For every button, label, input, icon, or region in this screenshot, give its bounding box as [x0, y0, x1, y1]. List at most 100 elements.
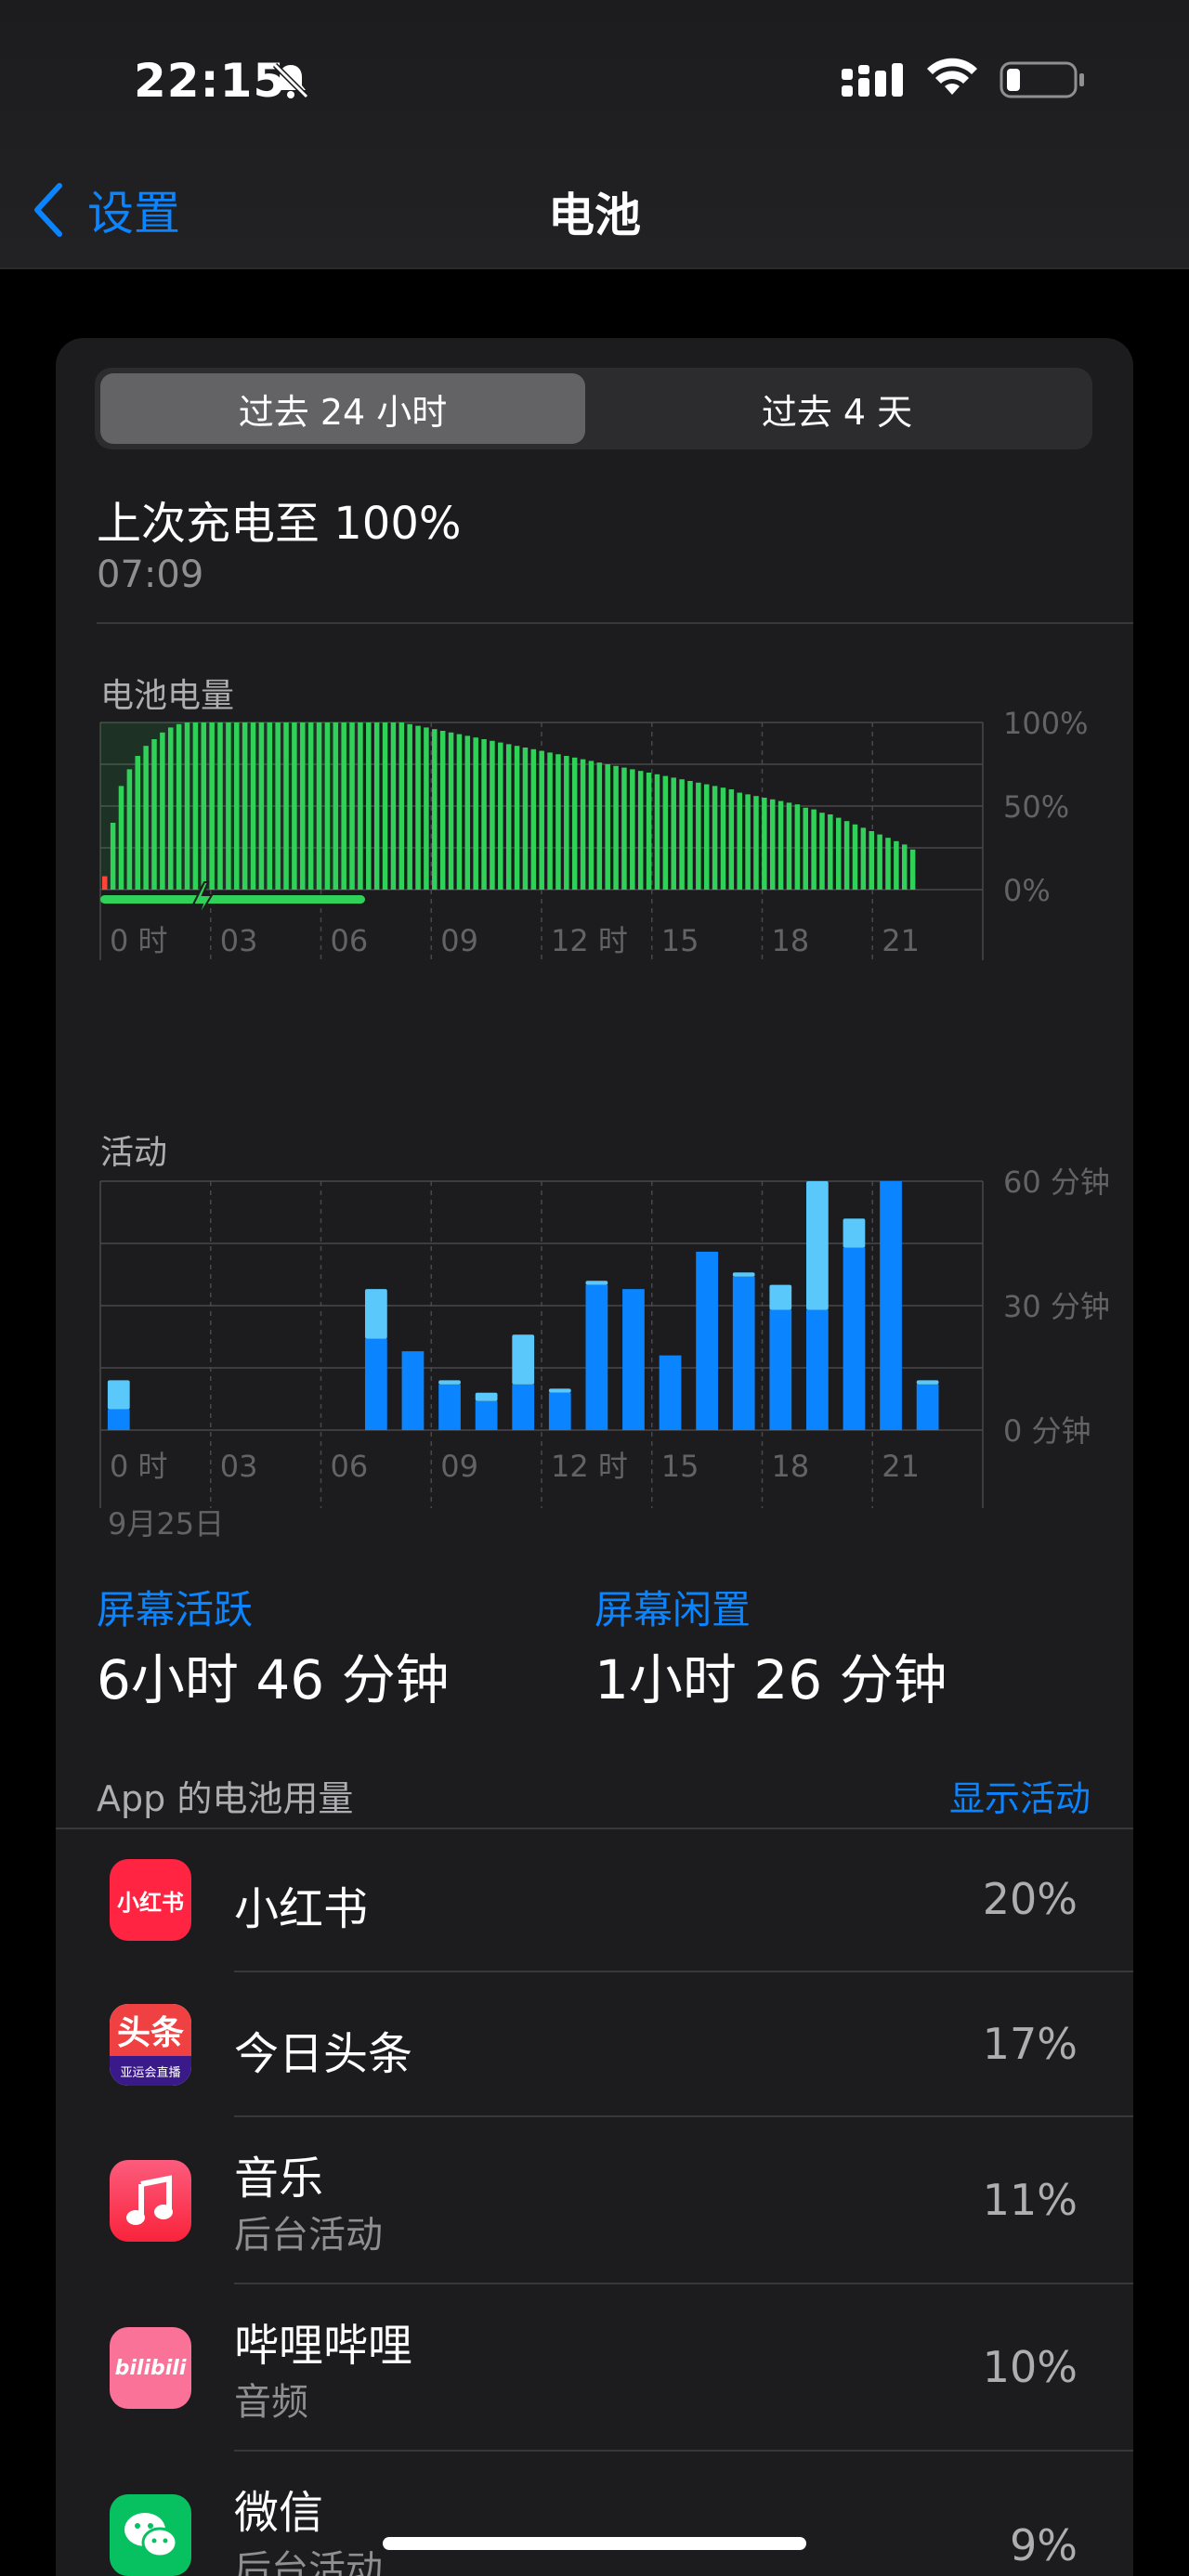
divider [234, 2283, 1133, 2284]
battery-bar [637, 771, 644, 890]
battery-bar [505, 744, 512, 890]
activity-bar-active [806, 1309, 829, 1430]
activity-bar-idle [806, 1181, 829, 1310]
activity-bar-idle [548, 1388, 571, 1393]
y-tick-label: 60 分钟 [1003, 1164, 1110, 1200]
battery-bar [728, 789, 735, 890]
battery-bar [769, 799, 776, 890]
battery-bar [234, 722, 240, 890]
home-indicator[interactable] [383, 2537, 806, 2550]
battery-bar [341, 722, 346, 890]
y-tick-label: 50% [1003, 789, 1069, 825]
battery-bar [209, 722, 215, 890]
battery-bar [621, 767, 627, 890]
activity-bar-active [365, 1338, 387, 1430]
battery-bar [168, 727, 174, 890]
battery-bar [464, 735, 471, 890]
battery-bar [777, 800, 784, 890]
xiaohongshu-icon: 小红书 [110, 1859, 191, 1941]
battery-bar [762, 798, 767, 890]
battery-bar [176, 723, 182, 890]
x-tick-label: 0 时 [110, 1449, 168, 1484]
page-title: 电池 [548, 189, 641, 242]
music-note-icon [126, 2175, 173, 2225]
screen-idle-title: 屏幕闲置 [594, 1587, 751, 1633]
activity-bar-active [732, 1276, 755, 1430]
battery-bar [811, 809, 817, 890]
battery-bar [547, 752, 553, 890]
battery-bar [564, 756, 569, 890]
activity-bar-active [622, 1289, 645, 1430]
battery-bar [828, 814, 833, 890]
activity-bar-active [880, 1181, 902, 1430]
battery-bar [869, 831, 874, 890]
last-charged-label: 上次充电至 100% [97, 498, 462, 550]
battery-bar [819, 813, 825, 890]
app-name: 今日头条 [234, 2028, 413, 2080]
battery-card: 过去 24 小时 过去 4 天 上次充电至 100% 07:09 电池电量 0 … [56, 338, 1133, 2576]
battery-bar [877, 834, 882, 890]
activity-label: 活动 [100, 1134, 168, 1172]
app-row-xiaohongshu[interactable]: 小红书 小红书 20% [56, 1828, 1133, 1972]
battery-bar [300, 722, 306, 890]
y-tick-label: 30 分钟 [1003, 1289, 1110, 1324]
battery-bar [696, 782, 701, 890]
activity-bar-idle [475, 1392, 498, 1401]
battery-bar [292, 722, 297, 890]
battery-bar [490, 740, 495, 890]
divider [56, 1828, 1133, 1829]
battery-bar [226, 722, 231, 890]
battery-bar [349, 722, 355, 890]
battery-bar [390, 722, 397, 890]
battery-bar [424, 727, 429, 890]
activity-bar-active [696, 1251, 718, 1430]
app-percent: 10% [982, 2342, 1078, 2392]
battery-bar [514, 746, 520, 890]
battery-bar [852, 824, 858, 890]
segment-last-4-days[interactable]: 过去 4 天 [761, 391, 913, 433]
battery-bar [753, 796, 759, 890]
battery-bar [439, 731, 446, 890]
battery-bar [399, 722, 405, 890]
battery-bar [596, 762, 603, 890]
battery-bar [498, 742, 503, 890]
battery-bar [242, 722, 248, 890]
x-tick-label: 09 [440, 1449, 478, 1484]
app-percent: 20% [982, 1874, 1078, 1924]
back-button[interactable]: 设置 [32, 176, 180, 243]
battery-bar [102, 876, 108, 890]
segment-last-24-hours[interactable]: 过去 24 小时 [100, 373, 585, 444]
activity-bar-active [585, 1284, 608, 1430]
activity-bar-active [548, 1392, 571, 1430]
activity-bar-idle [365, 1289, 387, 1339]
x-tick-label: 03 [220, 1449, 258, 1484]
battery-bar [151, 739, 157, 890]
activity-bar-active [475, 1400, 498, 1430]
app-row-toutiao[interactable]: 头条 亚运会直播 今日头条 17% [56, 1972, 1133, 2117]
charging-indicator-bar [100, 895, 365, 904]
app-row-music[interactable]: 音乐 后台活动 11% [56, 2117, 1133, 2284]
show-activity-button[interactable]: 显示活动 [948, 1778, 1091, 1819]
battery-bar [522, 748, 529, 890]
app-name: 哔哩哔哩 [234, 2320, 413, 2372]
activity-bar-active [916, 1384, 939, 1430]
battery-bar [333, 722, 339, 890]
x-tick-label: 03 [220, 923, 258, 958]
activity-bar-active [843, 1247, 866, 1430]
activity-bar-active [401, 1351, 425, 1430]
battery-bar [250, 722, 256, 890]
battery-bar [588, 761, 594, 890]
activity-chart[interactable]: 0 时 03 06 09 12 时 15 18 21 60 分钟 30 分钟 0 分钟 9月25日 [56, 1164, 1133, 1555]
activity-bar-active [769, 1309, 792, 1430]
last-charged-time: 07:09 [97, 553, 204, 596]
battery-level-chart[interactable]: 0 时 03 06 09 12 时 15 18 21 100% 50% 0% [56, 709, 1133, 960]
x-tick-label: 15 [661, 1449, 699, 1484]
activity-bar-idle [512, 1334, 535, 1385]
battery-bar [720, 787, 726, 890]
battery-bar [267, 722, 273, 890]
divider [234, 2450, 1133, 2452]
app-row-bilibili[interactable]: bilibili 哔哩哔哩 音频 10% [56, 2284, 1133, 2452]
battery-bar [432, 729, 438, 890]
app-row-wechat[interactable]: 微信 后台活动 9% [56, 2452, 1133, 2576]
battery-bar [909, 849, 916, 890]
